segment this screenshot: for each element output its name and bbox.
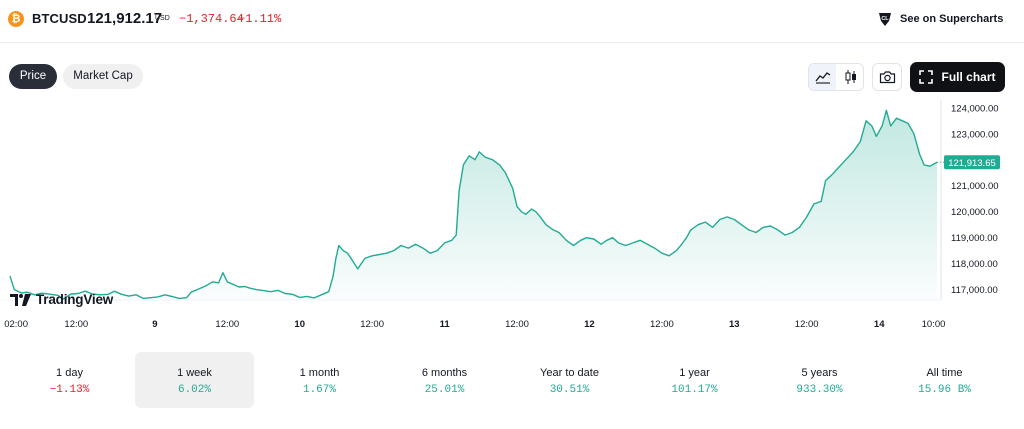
price-currency: USD: [155, 15, 170, 22]
price-area-fill: [10, 110, 938, 301]
last-price-tag: [944, 155, 1000, 170]
tab-price[interactable]: Price: [9, 64, 57, 89]
price-change: −1,374.64: [179, 12, 244, 26]
price-chart[interactable]: 124,000.00123,000.00122,000.00121,000.00…: [0, 100, 1024, 340]
period-label: 1 day: [56, 367, 83, 379]
tab-market-cap[interactable]: Market Cap: [63, 64, 143, 89]
see-on-supercharts-link[interactable]: CL See on Supercharts: [876, 8, 1003, 30]
symbol-header: ₿ BTCUSD 121,912.17 USD −1,374.64 −1.11%…: [0, 0, 1024, 40]
chart-style-toggle: [808, 63, 864, 91]
y-tick-label: 120,000.00: [951, 207, 999, 218]
x-tick-label: 10:00: [922, 319, 946, 330]
price-change-percent: −1.11%: [238, 12, 282, 26]
period-value: 1.67%: [302, 384, 336, 396]
x-tick-label: 12:00: [795, 319, 819, 330]
period-value: 933.30%: [796, 384, 843, 396]
period-value: 25.01%: [424, 384, 465, 396]
camera-icon: [879, 71, 895, 84]
period-label: 1 month: [299, 367, 340, 379]
last-price-tag-label: 121,913.65: [948, 158, 996, 169]
period-value: 6.02%: [177, 384, 211, 396]
period-label: 6 months: [421, 367, 468, 379]
x-tick-label: 12:00: [360, 319, 384, 330]
area-chart-button[interactable]: [809, 64, 836, 90]
snapshot-button[interactable]: [872, 63, 902, 91]
full-chart-button[interactable]: Full chart: [910, 62, 1005, 92]
price-line: [9, 109, 938, 300]
period-1-day[interactable]: 1 day −1.13%: [10, 352, 129, 408]
header-divider: [0, 42, 1024, 43]
supercharts-label: See on Supercharts: [900, 13, 1004, 25]
x-tick-label: 14: [874, 319, 885, 330]
period-5-years[interactable]: 5 years 933.30%: [760, 352, 879, 408]
y-tick-label: 119,000.00: [951, 233, 998, 244]
period-1-month[interactable]: 1 month 1.67%: [260, 352, 379, 408]
bitcoin-logo-icon: ₿: [8, 11, 24, 27]
x-tick-label: 12: [584, 319, 595, 330]
period-all-time[interactable]: All time 15.96 B%: [885, 352, 1004, 408]
period-label: 1 year: [679, 367, 710, 379]
symbol-name[interactable]: BTCUSD: [32, 11, 87, 26]
period-label: All time: [926, 367, 963, 379]
period-label: Year to date: [540, 367, 599, 379]
performance-periods: 1 day −1.13% 1 week 6.02% 1 month 1.67% …: [0, 352, 1024, 409]
y-tick-label: 118,000.00: [951, 259, 998, 270]
x-tick-label: 02:00: [4, 319, 28, 330]
x-tick-label: 13: [729, 319, 740, 330]
y-tick-label: 123,000.00: [951, 129, 999, 140]
x-tick-label: 9: [152, 319, 157, 330]
y-tick-label: 121,000.00: [951, 181, 999, 192]
candlestick-icon: [845, 70, 856, 84]
period-year-to-date[interactable]: Year to date 30.51%: [510, 352, 629, 408]
x-tick-label: 12:00: [650, 319, 674, 330]
fullscreen-icon: [919, 70, 934, 84]
period-1-week[interactable]: 1 week 6.02%: [135, 352, 254, 408]
y-tick-label: 124,000.00: [951, 103, 999, 114]
area-chart-icon: [814, 72, 830, 84]
candlestick-chart-button[interactable]: [837, 64, 864, 90]
x-tick-label: 12:00: [505, 319, 529, 330]
x-tick-label: 12:00: [215, 319, 239, 330]
tradingview-logo-text: TradingView: [36, 292, 114, 307]
svg-text:CL: CL: [881, 16, 889, 22]
tradingview-watermark: TradingView: [10, 292, 113, 307]
period-6-months[interactable]: 6 months 25.01%: [385, 352, 504, 408]
period-value: 30.51%: [549, 384, 590, 396]
supercharts-icon: CL: [879, 13, 891, 26]
x-tick-label: 12:00: [64, 319, 88, 330]
tradingview-logo-icon: [10, 293, 31, 306]
period-value: 15.96 B%: [918, 384, 971, 396]
x-tick-label: 11: [440, 319, 451, 330]
period-value: −1.13%: [49, 384, 90, 396]
period-1-year[interactable]: 1 year 101.17%: [635, 352, 754, 408]
period-label: 1 week: [177, 367, 212, 379]
y-tick-label: 117,000.00: [951, 285, 998, 296]
period-value: 101.17%: [671, 384, 718, 396]
last-price: 121,912.17: [87, 10, 163, 27]
x-tick-label: 10: [294, 319, 305, 330]
full-chart-label: Full chart: [941, 70, 996, 84]
period-label: 5 years: [801, 367, 838, 379]
